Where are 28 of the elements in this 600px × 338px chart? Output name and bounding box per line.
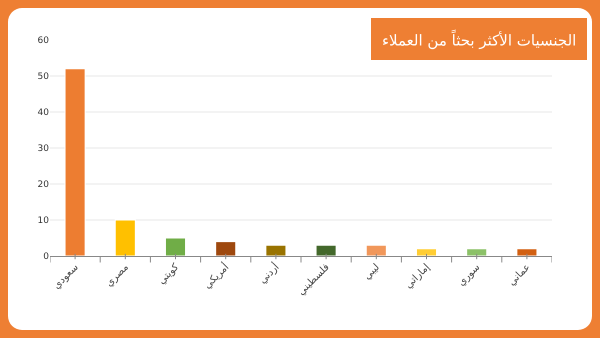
x-tick-label: كويتي xyxy=(156,262,182,287)
y-tick-label: 50 xyxy=(38,72,50,82)
x-tick-label: مصري xyxy=(104,262,131,290)
bar xyxy=(64,68,86,256)
x-tick-label: عماني xyxy=(506,262,533,288)
bar xyxy=(466,248,488,256)
x-tick-label: فلسطيني xyxy=(296,262,332,298)
x-tick-label: ليبي xyxy=(362,262,382,282)
bar xyxy=(316,244,337,256)
bar xyxy=(416,248,438,256)
y-tick-label: 10 xyxy=(38,216,50,226)
bar xyxy=(366,244,387,256)
y-tick-label: 40 xyxy=(38,108,50,118)
x-tick-label: أردني xyxy=(256,260,282,286)
y-tick-label: 60 xyxy=(38,36,50,46)
bar xyxy=(164,238,186,256)
chart-title: الجنسيات الأكثر بحثاً من العملاء xyxy=(382,29,576,50)
y-tick-label: 30 xyxy=(38,144,50,154)
y-tick-label: 20 xyxy=(38,180,50,190)
bar xyxy=(265,244,286,256)
bar xyxy=(215,241,236,256)
x-tick-label: إماراتي xyxy=(403,262,432,291)
x-tick-label: أمريكي xyxy=(200,260,232,292)
bar xyxy=(114,220,136,256)
bar xyxy=(516,248,538,256)
x-tick-label: سوري xyxy=(456,262,482,288)
x-tick-label: سعودي xyxy=(51,262,81,292)
y-tick-label: 0 xyxy=(43,252,50,262)
